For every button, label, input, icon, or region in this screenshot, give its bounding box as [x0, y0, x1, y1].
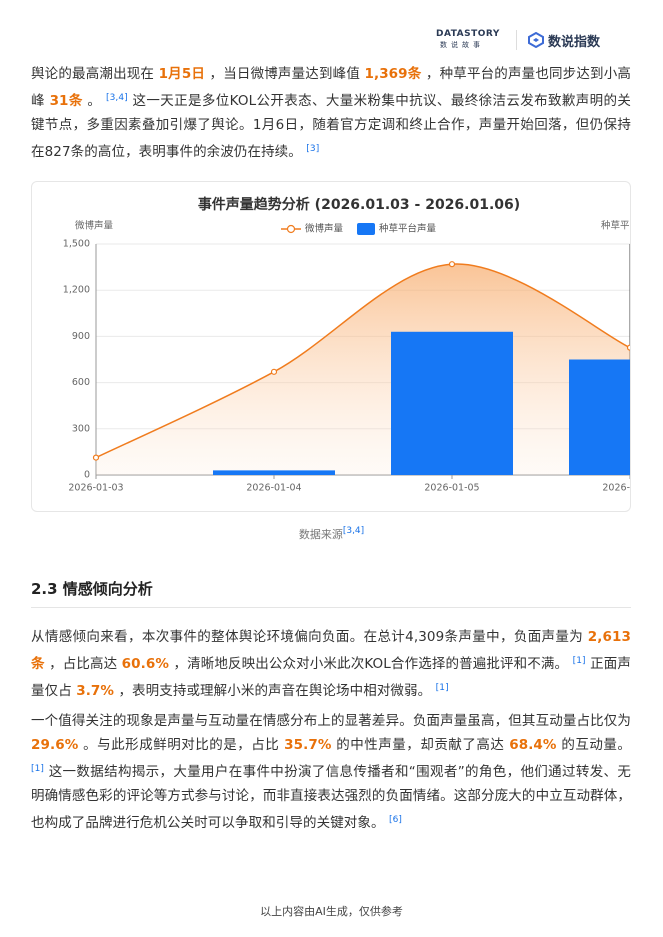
text: 。	[82, 93, 106, 109]
divider	[516, 30, 517, 50]
legend-swatch	[357, 223, 375, 235]
point	[92, 454, 100, 461]
chart: 事件声量趋势分析 (2026.01.03 - 2026.01.06) 微博声量 种草…	[63, 196, 631, 494]
highlight: 35.7%	[284, 737, 332, 753]
text: 一个值得关注的现象是声量与互动量在情感分布上的显著差异。负面声量虽高，但其互动量…	[31, 713, 631, 729]
x-tick-label: 2026-01-03	[68, 483, 123, 494]
text: 舆论的最高潮出现在	[31, 66, 159, 82]
legend-point	[286, 224, 296, 234]
product-name: 数说指数	[548, 35, 601, 50]
highlight: 68.4%	[509, 737, 557, 753]
product-icon	[528, 32, 544, 48]
section-rule	[31, 607, 631, 608]
text: ，种草平台的声量也同步达到小高峰	[31, 66, 631, 109]
y-tick-label: 0	[84, 470, 90, 481]
citation: [3,4]	[105, 93, 128, 103]
highlight: 60.6%	[121, 656, 170, 672]
chart-card: 事件声量趋势分析 (2026.01.03 - 2026.01.06) 微博声量 种草…	[31, 181, 631, 512]
section-heading: 2.3 情感倾向分析	[31, 580, 153, 598]
legend-label: 种草平台声量	[379, 223, 437, 235]
text: 这一数据结构揭示，大量用户在事件中扮演了信息传播者和“围观者”的角色，他们通过转…	[31, 764, 631, 831]
y-tick-label: 1,500	[63, 239, 90, 250]
paragraph: 一个值得关注的现象是声量与互动量在情感分布上的显著差异。负面声量虽高，但其互动量…	[31, 709, 631, 835]
text: ，当日微博声量达到峰值	[205, 66, 365, 82]
text: ，占比高达	[44, 656, 122, 672]
text: 正面声量仅占	[31, 656, 631, 699]
citation: [1]	[572, 656, 586, 666]
brand-en: DATASTORY	[436, 29, 500, 39]
bar	[391, 331, 513, 475]
paragraph: 舆论的最高潮出现在 1月5日 ，当日微博声量达到峰值 1,369条 ，种草平台的…	[31, 62, 631, 164]
paragraph: 从情感倾向来看，本次事件的整体舆论环境偏向负面。在总计4,309条声量中，负面声…	[31, 625, 631, 703]
highlight: 2,613条	[31, 629, 631, 672]
highlight: 3.7%	[76, 683, 115, 699]
y-axis-label: 微博声量	[75, 220, 114, 232]
y-tick-label: 600	[72, 377, 90, 388]
point	[448, 261, 456, 268]
text: ，清晰地反映出公众对小米此次KOL合作选择的普遍批评和不满。	[169, 656, 573, 672]
text: 这一天正是多位KOL公开表态、大量米粉集中抗议、最终徐洁云发布致歉声明的关键节点…	[31, 93, 631, 160]
highlight: 29.6%	[31, 737, 79, 753]
brand-cn: 数说故事	[440, 41, 484, 49]
bar	[213, 470, 335, 475]
line	[95, 263, 630, 459]
text: 。与此形成鲜明对比的是，占比	[78, 737, 285, 753]
source: 数据来源[3,4]	[0, 526, 663, 542]
point	[626, 344, 630, 351]
source-label: 数据来源	[298, 528, 343, 541]
highlight: 31条	[49, 93, 83, 109]
x-tick-label: 2026-01-04	[246, 483, 301, 494]
citation: [1]	[435, 683, 449, 693]
bar	[569, 359, 630, 475]
legend-label: 微博声量	[305, 223, 344, 235]
text: ，表明支持或理解小米的声音在舆论场中相对微弱。	[114, 683, 436, 699]
citation: [3,4]	[342, 526, 365, 536]
citation: [3]	[306, 144, 320, 154]
highlight: 1,369条	[364, 66, 422, 82]
citation: [1]	[31, 764, 45, 774]
y-tick-label: 900	[72, 331, 90, 342]
footer-note: 以上内容由AI生成，仅供参考	[260, 905, 403, 918]
x-tick-label: 2026-01-05	[424, 483, 479, 494]
point	[270, 368, 278, 375]
text: 的互动量。	[556, 737, 631, 753]
area	[96, 264, 630, 475]
x-tick-label: 2026-01-06	[602, 483, 631, 494]
chart-title: 事件声量趋势分析 (2026.01.03 - 2026.01.06)	[198, 196, 520, 213]
y-tick-label: 300	[72, 423, 90, 434]
citation: [6]	[389, 815, 403, 825]
text: 的中性声量，却贡献了高达	[331, 737, 510, 753]
highlight: 1月5日	[158, 66, 206, 82]
header: DATASTORY 数说故事 数说指数	[436, 28, 616, 54]
y-tick-label: 1,200	[63, 285, 90, 296]
text: 从情感倾向来看，本次事件的整体舆论环境偏向负面。在总计4,309条声量中，负面声…	[31, 629, 588, 645]
y2-axis-label: 种草平台声量	[601, 220, 631, 232]
